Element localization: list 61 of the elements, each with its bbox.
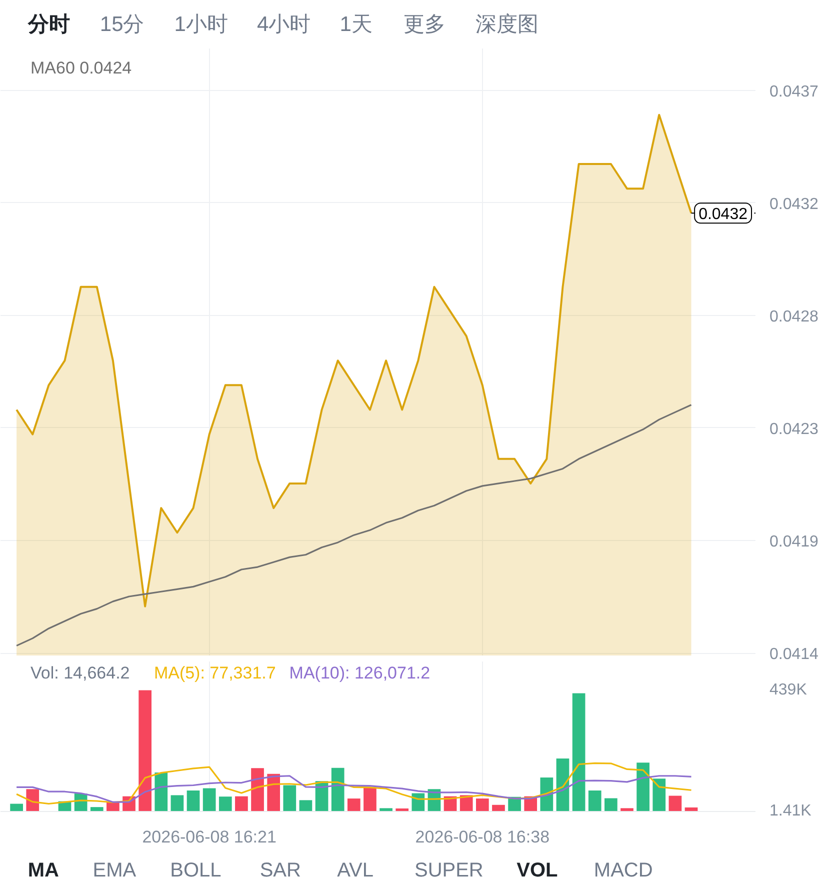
y-tick-label: 0.0428 [770, 308, 819, 326]
bar [218, 796, 232, 812]
text: AVL [337, 860, 374, 882]
bar [251, 768, 264, 812]
bar [235, 796, 248, 812]
text: SAR [260, 860, 301, 882]
ref-line-label: 0.0432 [698, 206, 748, 224]
bar [620, 808, 634, 812]
line-series [16, 762, 692, 805]
bar [331, 768, 344, 812]
bar [138, 690, 152, 812]
text: 更多 [403, 13, 446, 36]
bar [476, 798, 489, 812]
text: MA(10): 126,071.2 [289, 664, 430, 682]
text: SUPER [414, 860, 484, 882]
y-tick-label: 0.0419 [770, 533, 819, 550]
text: MACD [594, 860, 653, 882]
bar [588, 790, 602, 812]
bar [10, 804, 23, 812]
line-series [16, 404, 692, 646]
bar [652, 778, 666, 812]
bar [364, 788, 376, 812]
text: VOL [516, 860, 558, 882]
bar [202, 788, 216, 812]
text: 分时 [26, 13, 70, 36]
x-tick-label: 2026-06-08 16:38 [415, 828, 550, 846]
text: 15分 [100, 13, 144, 36]
bar [347, 798, 360, 812]
bar [604, 798, 618, 812]
text: 4小时 [256, 13, 311, 36]
text: MA(5): 77,331.7 [154, 664, 276, 682]
bar [492, 804, 505, 812]
bar [90, 807, 104, 812]
y-tick-label: 0.0437 [770, 83, 819, 100]
y-tick-label: 0.0414 [770, 646, 819, 664]
bar [170, 795, 184, 812]
bar [380, 808, 392, 812]
bar [26, 789, 40, 812]
y-tick-label: 439K [770, 682, 808, 699]
text: 1小时 [174, 13, 228, 36]
bar [267, 774, 280, 812]
bar [154, 772, 168, 812]
bar [186, 790, 200, 812]
bar [572, 693, 586, 812]
text: EMA [92, 860, 137, 882]
bar [299, 800, 312, 812]
y-tick-label: 0.0432 [770, 196, 819, 213]
text: BOLL [170, 860, 222, 882]
bar [283, 785, 296, 812]
bar [636, 762, 650, 812]
line-series [16, 775, 692, 803]
chart-title: Vol: 14,664.2 [30, 664, 130, 682]
y-tick-label: 1.41K [770, 802, 812, 820]
text: 深度图 [475, 13, 538, 36]
text: MA60 0.0424 [30, 58, 132, 78]
text: MA [28, 860, 59, 882]
x-tick-label: 2026-06-08 16:21 [142, 828, 276, 846]
y-tick-label: 0.0423 [770, 420, 819, 438]
text: 1天 [340, 13, 372, 36]
bar [540, 778, 554, 812]
bar [668, 796, 682, 812]
